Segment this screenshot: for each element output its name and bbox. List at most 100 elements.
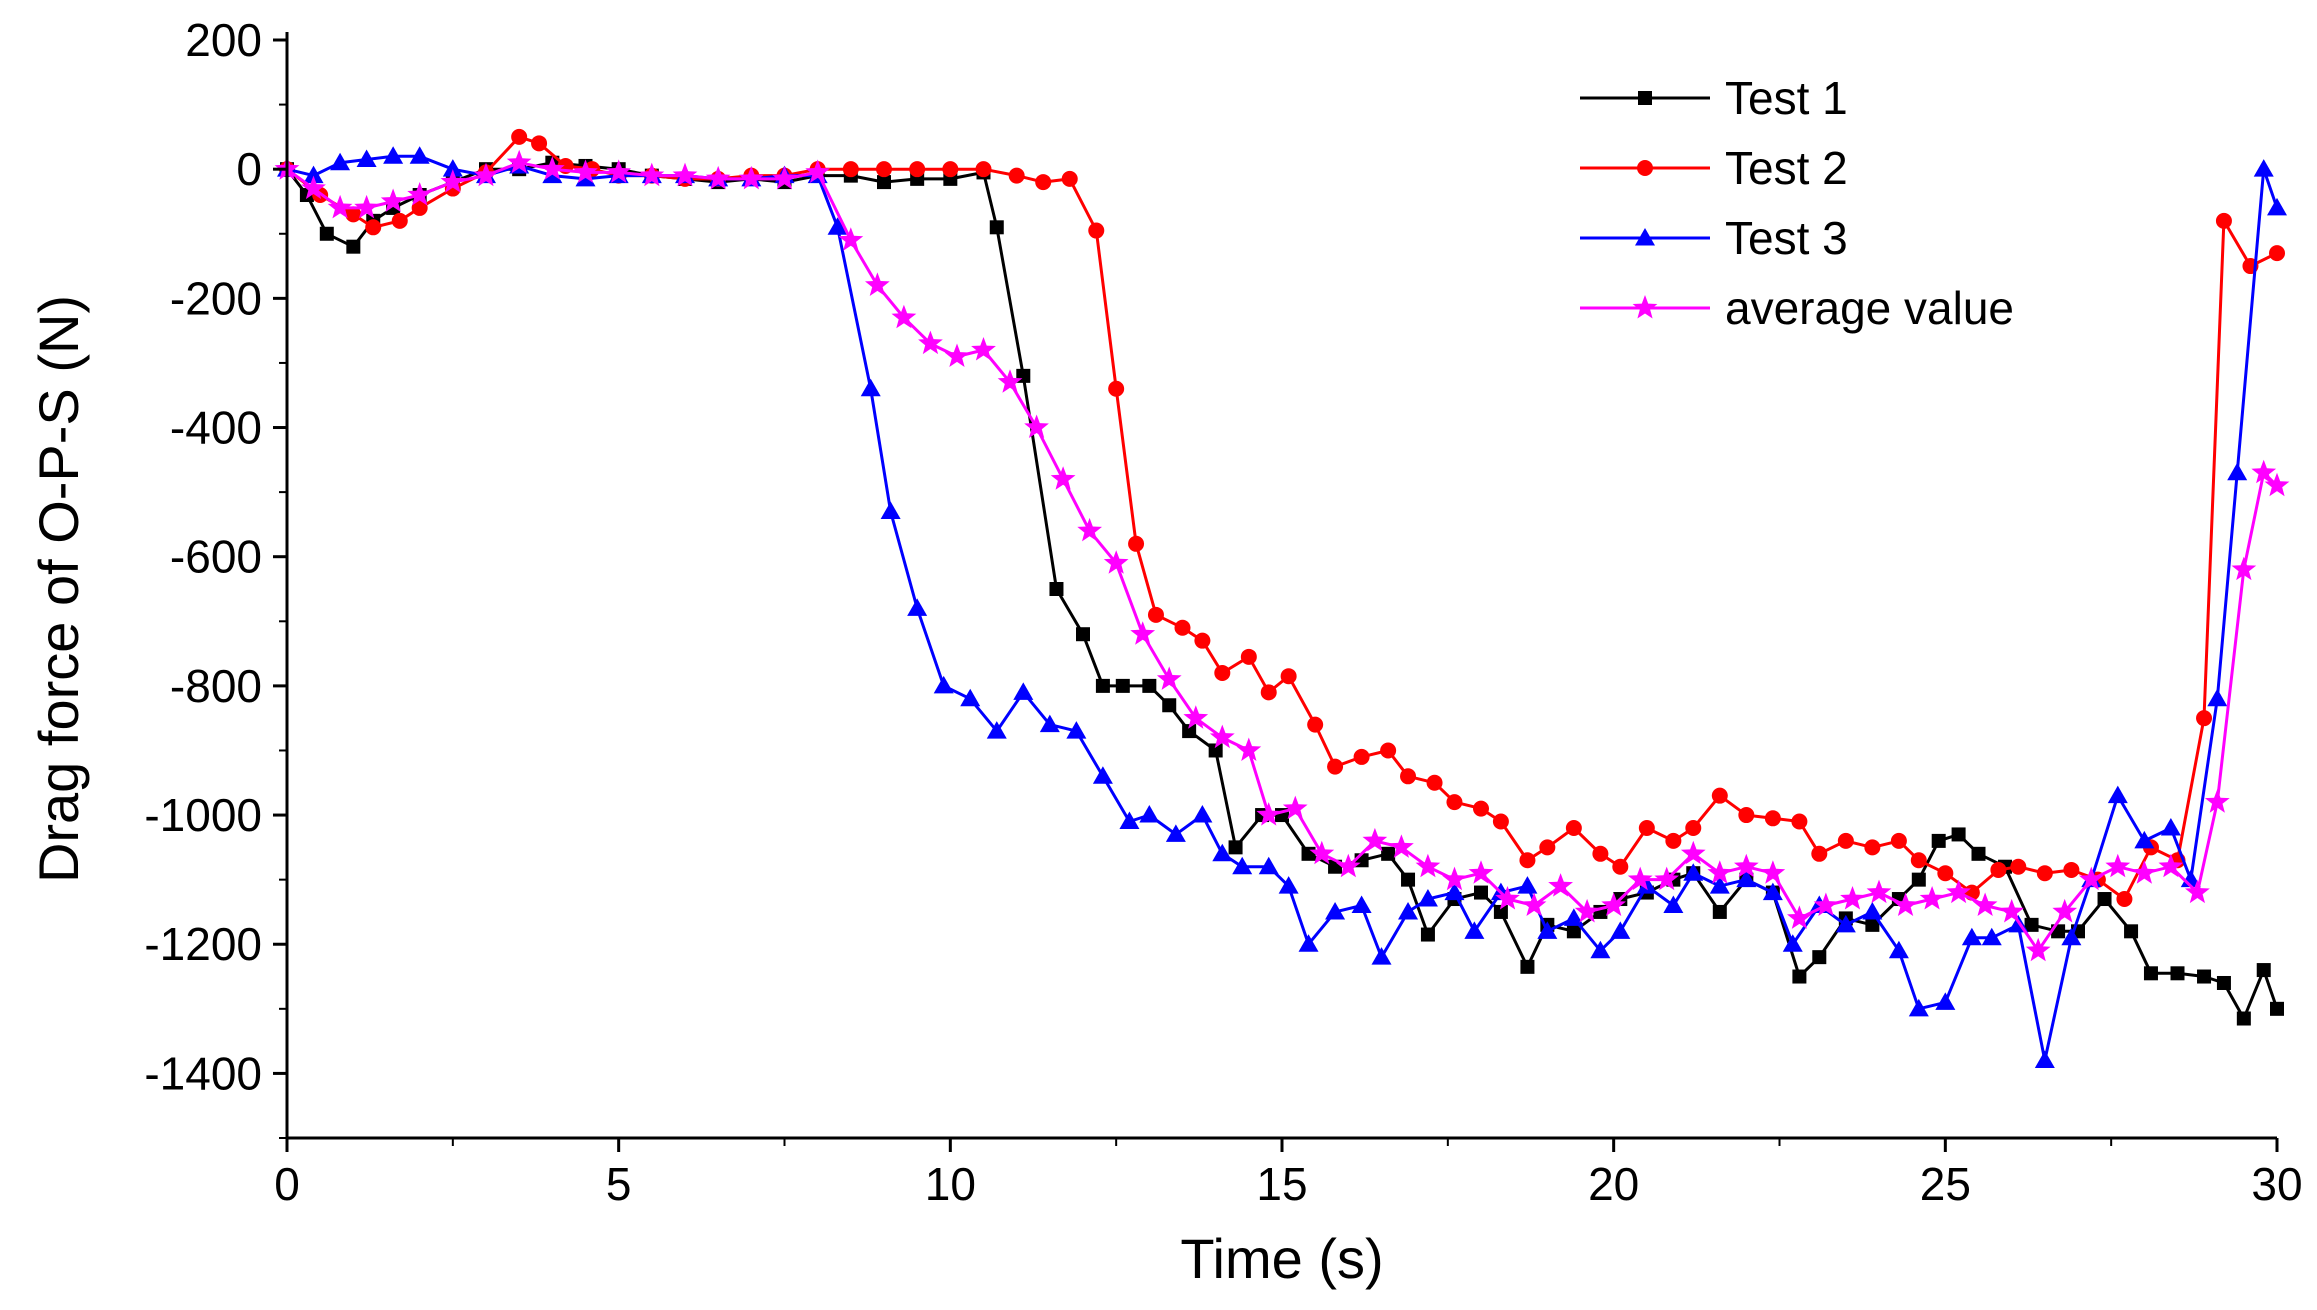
data-point-test-3-55	[1736, 869, 1757, 888]
data-point-test-2-20	[876, 161, 892, 178]
data-point-test-1-63	[1931, 833, 1946, 848]
legend-label-test-3: Test 3	[1725, 212, 1848, 264]
data-point-average-value-18	[838, 227, 864, 251]
data-point-average-value-45	[1548, 873, 1573, 897]
x-tick-label-30: 30	[2251, 1158, 2302, 1210]
data-point-test-3-67	[2034, 1050, 2055, 1068]
data-point-test-2-74	[2215, 212, 2232, 229]
data-point-test-2-24	[1008, 167, 1025, 184]
x-axis-title: Time (s)	[1180, 1227, 1383, 1290]
x-tick-label-20: 20	[1588, 1158, 1639, 1210]
data-point-test-2-23	[975, 161, 992, 178]
data-point-test-3-65	[1981, 927, 2002, 946]
data-point-test-1-27	[1076, 627, 1090, 642]
data-point-test-1-65	[1971, 846, 1986, 861]
data-point-test-2-56	[1764, 810, 1781, 827]
data-point-average-value-64	[2052, 898, 2078, 923]
data-point-test-1-78	[2270, 1001, 2284, 1016]
data-point-average-value-72	[2251, 459, 2277, 484]
data-point-test-1-58	[1812, 950, 1827, 965]
data-point-test-2-36	[1280, 668, 1297, 685]
data-point-test-2-33	[1214, 664, 1231, 681]
legend-marker-average-value	[1632, 295, 1658, 319]
data-point-test-3-56	[1762, 882, 1783, 901]
data-point-average-value-55	[1813, 892, 1839, 916]
data-point-test-3-39	[1351, 895, 1372, 913]
data-point-average-value-29	[1130, 621, 1156, 645]
data-point-test-3-36	[1278, 876, 1299, 894]
data-point-test-1-42	[1420, 927, 1435, 942]
data-point-test-2-3	[365, 219, 382, 236]
data-point-average-value-21	[918, 330, 943, 355]
data-point-test-3-32	[1192, 805, 1213, 823]
data-point-test-1-41	[1401, 872, 1416, 887]
data-point-test-2-2	[345, 206, 362, 223]
data-point-average-value-37	[1336, 853, 1361, 878]
data-point-test-1-71	[2124, 924, 2139, 939]
data-point-average-value-26	[1050, 466, 1076, 490]
y-axis-title: Drag force of O-P-S (N)	[27, 295, 90, 883]
data-point-average-value-20	[891, 304, 917, 329]
data-point-average-value-44	[1521, 892, 1547, 916]
data-point-test-2-61	[1890, 832, 1907, 849]
data-point-average-value-1	[301, 175, 326, 200]
legend-label-test-1: Test 1	[1725, 72, 1848, 124]
data-point-average-value-73	[2264, 472, 2290, 497]
data-point-test-1-31	[1162, 698, 1177, 713]
data-point-test-2-68	[2063, 861, 2080, 878]
data-point-average-value-58	[1893, 892, 1918, 916]
data-point-test-3-3	[356, 149, 377, 167]
data-point-test-3-60	[1862, 901, 1883, 920]
y-tick-label-4: -600	[170, 531, 262, 583]
data-point-test-1-46	[1520, 959, 1535, 974]
data-point-test-1-20	[877, 175, 891, 190]
series-layer	[274, 128, 2290, 1068]
data-point-test-3-38	[1325, 901, 1346, 920]
data-point-test-1-44	[1474, 885, 1488, 900]
data-point-test-2-5	[411, 199, 428, 216]
data-point-test-1-29	[1115, 678, 1130, 693]
legend-marker-test-3	[1635, 228, 1655, 246]
data-point-test-1-64	[1951, 827, 1966, 842]
data-point-average-value-66	[2105, 853, 2131, 878]
data-point-test-3-29	[1119, 811, 1140, 830]
data-point-test-2-67	[2036, 865, 2053, 882]
data-point-test-1-72	[2143, 966, 2158, 981]
data-point-average-value-50	[1680, 840, 1706, 865]
legend-item-average-value: average value	[1580, 282, 2014, 334]
y-tick-label-3: -400	[170, 402, 262, 454]
legend: Test 1 Test 2 Test 3 average value	[1580, 72, 2014, 334]
data-point-average-value-49	[1654, 866, 1680, 891]
data-point-test-2-50	[1612, 858, 1629, 875]
data-point-test-3-48	[1563, 908, 1584, 926]
data-point-average-value-62	[1999, 898, 2024, 923]
data-point-test-3-19	[860, 378, 881, 397]
data-point-average-value-27	[1077, 517, 1102, 542]
data-point-test-1-75	[2216, 975, 2231, 990]
data-point-average-value-54	[1787, 905, 1812, 929]
data-point-test-3-57	[1782, 934, 1803, 952]
axes-layer: 0 5 10 15 20 25 30 200 0 -200 -400 -600 -800 -1000 -12…	[27, 14, 2303, 1290]
data-point-test-3-35	[1258, 856, 1279, 875]
data-point-test-3-23	[960, 688, 981, 707]
data-point-average-value-71	[2231, 556, 2257, 581]
legend-item-test-1: Test 1	[1580, 72, 1848, 124]
data-point-test-3-61	[1888, 940, 1909, 959]
data-point-test-1-24	[989, 220, 1004, 235]
data-point-test-1-40	[1381, 846, 1396, 861]
data-point-average-value-22	[944, 343, 970, 367]
data-point-test-2-62	[1910, 852, 1927, 869]
data-point-average-value-65	[2078, 866, 2104, 891]
data-point-test-3-27	[1066, 721, 1087, 739]
data-point-average-value-34	[1256, 802, 1282, 826]
data-point-test-3-22	[933, 675, 954, 694]
data-point-test-2-51	[1638, 819, 1655, 836]
data-point-average-value-69	[2185, 879, 2210, 904]
data-point-test-3-43	[1444, 882, 1465, 901]
data-point-average-value-33	[1236, 737, 1262, 761]
data-point-test-2-53	[1685, 819, 1702, 836]
data-point-test-3-74	[2207, 688, 2228, 707]
data-point-average-value-5	[407, 182, 432, 206]
y-tick-label-5: -800	[170, 660, 262, 712]
